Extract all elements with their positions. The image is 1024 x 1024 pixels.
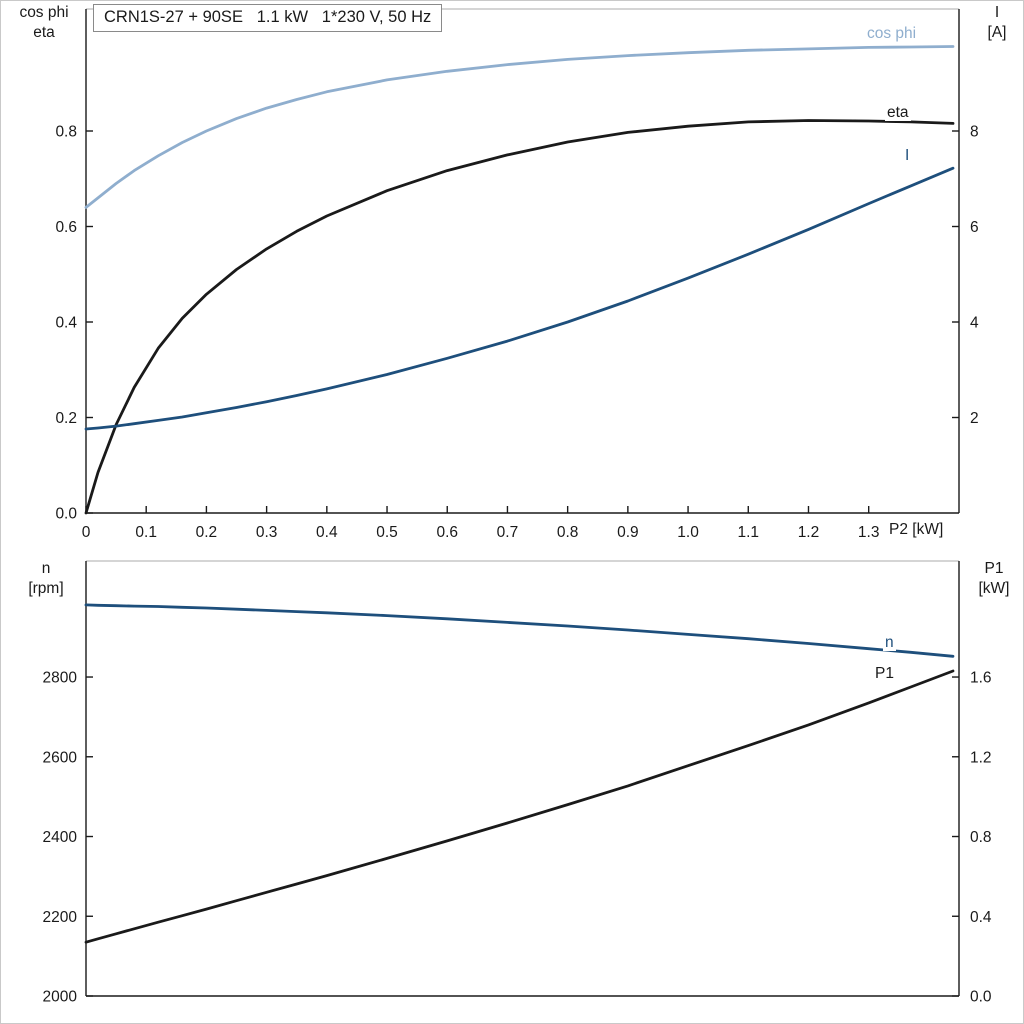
svg-text:2400: 2400 <box>43 829 78 846</box>
curve-label-p1: P1 <box>873 665 896 682</box>
svg-text:0.8: 0.8 <box>55 124 77 141</box>
x-axis-title: P2 [kW] <box>889 521 944 538</box>
svg-text:2000: 2000 <box>43 989 78 1006</box>
bottom-left-axis-label: n [rpm] <box>13 559 79 599</box>
svg-text:0.8: 0.8 <box>970 829 992 846</box>
curve-label-cos-phi: cos phi <box>865 25 919 42</box>
bottom-chart-canvas: 2000 2200 2400 2600 2800 0.0 0.4 0.8 1.2 1.6 <box>43 560 992 1006</box>
svg-text:0.8: 0.8 <box>557 524 579 541</box>
svg-text:2: 2 <box>970 410 979 427</box>
svg-text:0.3: 0.3 <box>256 524 278 541</box>
svg-text:1.0: 1.0 <box>677 524 699 541</box>
chart-title: CRN1S-27 + 90SE 1.1 kW 1*230 V, 50 Hz <box>93 4 443 32</box>
svg-text:1.2: 1.2 <box>798 524 820 541</box>
svg-text:2600: 2600 <box>43 749 78 766</box>
svg-text:1.1: 1.1 <box>737 524 759 541</box>
svg-text:1.3: 1.3 <box>858 524 880 541</box>
svg-text:0.4: 0.4 <box>55 315 77 332</box>
svg-text:0.0: 0.0 <box>55 506 77 523</box>
curve-label-current: I <box>903 147 912 164</box>
svg-text:0: 0 <box>82 524 91 541</box>
svg-text:8: 8 <box>970 124 979 141</box>
axis-label-eta: eta <box>33 24 55 41</box>
axis-label-cos-phi: cos phi <box>19 4 69 21</box>
svg-text:0.6: 0.6 <box>55 219 77 236</box>
svg-text:6: 6 <box>970 219 979 236</box>
curve-label-speed: n <box>883 634 896 651</box>
svg-text:0.4: 0.4 <box>316 524 338 541</box>
svg-text:0.7: 0.7 <box>497 524 519 541</box>
axis-label-current-unit: [A] <box>987 24 1007 41</box>
curve-label-eta: eta <box>885 104 911 121</box>
svg-text:0.6: 0.6 <box>436 524 458 541</box>
top-left-axis-label: cos phi eta <box>7 3 81 43</box>
axis-label-p1: P1 <box>984 560 1004 577</box>
svg-text:0.2: 0.2 <box>196 524 218 541</box>
svg-text:1.6: 1.6 <box>970 670 992 687</box>
axis-label-speed: n <box>41 560 51 577</box>
svg-text:0.9: 0.9 <box>617 524 639 541</box>
svg-text:0.5: 0.5 <box>376 524 398 541</box>
svg-text:4: 4 <box>970 315 979 332</box>
svg-text:2200: 2200 <box>43 909 78 926</box>
svg-text:0.0: 0.0 <box>970 989 992 1006</box>
svg-text:1.2: 1.2 <box>970 749 992 766</box>
svg-text:0.4: 0.4 <box>970 909 992 926</box>
axis-label-speed-unit: [rpm] <box>28 580 64 597</box>
top-chart-canvas: 0.0 0.2 0.4 0.6 0.8 2 4 6 8 0 0.1 0.2 0.3 0.4 0.5 0.6 0.… <box>55 8 979 541</box>
svg-text:2800: 2800 <box>43 670 78 687</box>
axis-label-current: I <box>994 4 1000 21</box>
top-right-axis-label: I [A] <box>973 3 1021 43</box>
svg-text:0.1: 0.1 <box>135 524 157 541</box>
svg-text:0.2: 0.2 <box>55 410 77 427</box>
bottom-right-axis-label: P1 [kW] <box>967 559 1021 599</box>
axis-label-p1-unit: [kW] <box>978 580 1010 597</box>
